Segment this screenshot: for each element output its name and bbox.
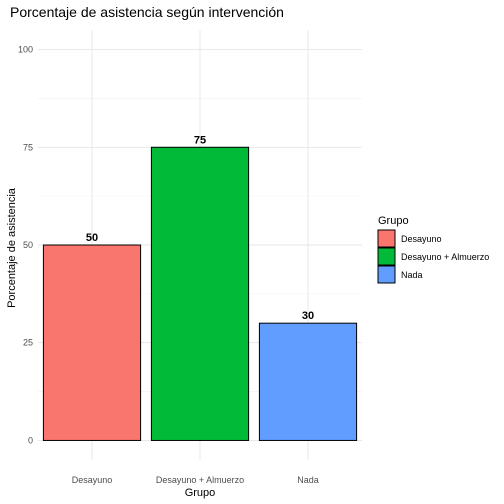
legend: Grupo Desayuno Desayuno + Almuerzo Nada [377,215,489,284]
x-axis-title: Grupo [185,487,216,499]
data-label: 30 [302,310,314,322]
y-axis-ticks: 0 25 50 75 100 [18,45,33,446]
legend-swatch [377,265,396,284]
bar [150,146,250,441]
data-label: 75 [194,134,206,146]
bar [258,322,358,441]
legend-items: Desayuno Desayuno + Almuerzo Nada [377,229,489,284]
legend-label: Desayuno + Almuerzo [401,252,489,262]
bars [42,146,358,441]
legend-swatch [377,247,396,266]
y-tick-label: 50 [23,240,33,250]
y-tick-label: 25 [23,338,33,348]
legend-label: Nada [401,270,423,280]
legend-title: Grupo [378,215,409,227]
legend-label: Desayuno [401,234,442,244]
x-axis-ticks: Desayuno Desayuno + Almuerzo Nada [72,475,319,485]
y-axis-title: Porcentaje de asistencia [6,187,18,308]
legend-swatch [377,229,396,248]
x-tick-label: Desayuno + Almuerzo [156,475,244,485]
data-labels: 50 75 30 [86,134,314,322]
chart-title: Porcentaje de asistencia según intervenc… [10,4,284,20]
data-label: 50 [86,232,98,244]
y-tick-label: 75 [23,142,33,152]
x-tick-label: Desayuno [72,475,113,485]
y-tick-label: 0 [28,435,33,445]
y-tick-label: 100 [18,45,33,55]
bar [42,244,142,441]
x-tick-label: Nada [297,475,319,485]
